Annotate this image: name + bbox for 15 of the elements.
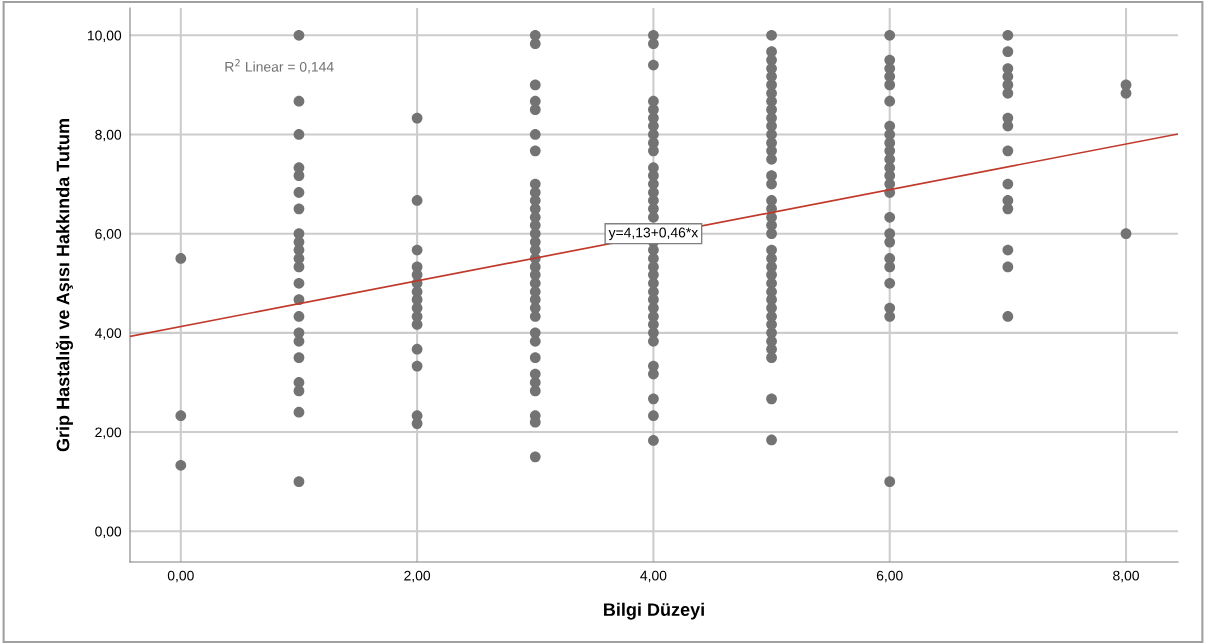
x-tick-label: 2,00 — [404, 570, 431, 583]
y-tick-label: 2,00 — [95, 427, 122, 439]
x-tick-label: 8,00 — [1113, 570, 1139, 583]
x-axis-title: Bilgi Düzeyi — [604, 602, 704, 620]
y-tick-label: 8,00 — [95, 129, 122, 142]
annotation: R$^{2}$ Linear = 0,144 — [225, 59, 334, 74]
y-tick-label: 4,00 — [94, 328, 122, 340]
x-tick-label: 4,00 — [640, 570, 667, 583]
annotation: y=4,13+0,46*x — [608, 227, 699, 241]
y-tick-label: 6,00 — [95, 229, 122, 241]
x-tick-label: 0,00 — [167, 570, 194, 583]
y-tick-label: 10,00 — [87, 30, 122, 43]
y-tick-label: 0,00 — [95, 526, 122, 539]
y-axis-title: Grip Hastalığı ve Aşısı Hakkında Tutum — [55, 119, 74, 452]
x-tick-label: 6,00 — [876, 570, 903, 583]
